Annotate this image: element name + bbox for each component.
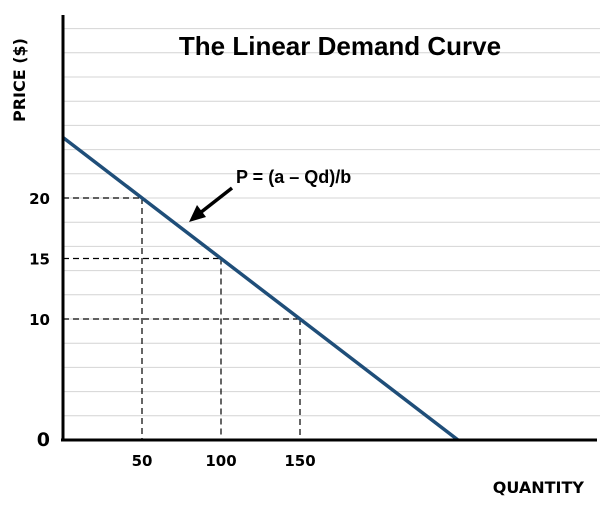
demand-curve-line [61, 136, 460, 442]
guide-lines [63, 197, 301, 440]
x-tick-label: 100 [205, 452, 236, 470]
tick-labels: 50 100 150 10 15 20 [29, 190, 316, 470]
equation-annotation: P = (a – Qd)/b [189, 167, 351, 222]
grid-lines [63, 28, 600, 417]
x-tick-label: 150 [284, 452, 315, 470]
y-tick-label: 20 [29, 190, 50, 208]
arrow-head-icon [189, 205, 206, 222]
y-tick-label: 15 [29, 251, 50, 269]
demand-series [61, 136, 460, 442]
annotation-arrow-icon [198, 186, 234, 215]
axes [61, 15, 597, 442]
equation-label: P = (a – Qd)/b [236, 167, 351, 187]
y-axis-label: PRICE ($) [10, 38, 29, 122]
y-tick-label: 10 [29, 311, 50, 329]
chart-title: The Linear Demand Curve [179, 31, 501, 61]
origin-label: 0 [37, 429, 50, 451]
x-tick-label: 50 [132, 452, 153, 470]
x-axis-label: QUANTITY [493, 478, 585, 497]
